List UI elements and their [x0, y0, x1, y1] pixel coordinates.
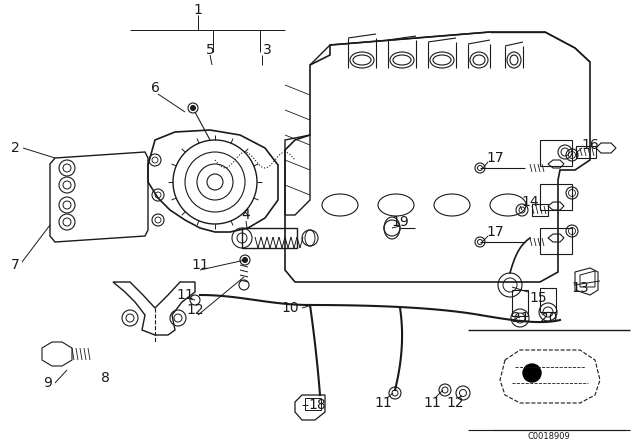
Text: 6: 6	[150, 81, 159, 95]
Bar	[305, 398, 321, 410]
Circle shape	[191, 105, 195, 111]
Bar	[242, 228, 297, 248]
Text: 12: 12	[446, 396, 464, 410]
Bar	[540, 140, 572, 166]
Text: 10: 10	[281, 301, 299, 315]
Text: 21: 21	[512, 311, 530, 325]
Text: 13: 13	[571, 281, 589, 295]
Text: 14: 14	[521, 195, 539, 209]
Text: 4: 4	[242, 208, 250, 222]
Text: 11: 11	[191, 258, 209, 272]
Text: 1: 1	[193, 3, 202, 17]
Text: 3: 3	[262, 43, 271, 57]
Text: 17: 17	[486, 151, 504, 165]
Circle shape	[243, 258, 248, 263]
Bar	[540, 228, 572, 254]
Text: 17: 17	[486, 225, 504, 239]
Text: 15: 15	[529, 291, 547, 305]
Text: 16: 16	[581, 138, 599, 152]
Text: 11: 11	[374, 396, 392, 410]
Text: 12: 12	[186, 303, 204, 317]
Bar	[576, 146, 596, 158]
Text: 5: 5	[205, 43, 214, 57]
Text: C0018909: C0018909	[527, 431, 570, 440]
Circle shape	[523, 364, 541, 382]
Text: 8: 8	[100, 371, 109, 385]
Bar	[532, 204, 548, 216]
Text: 11: 11	[176, 288, 194, 302]
Text: 20: 20	[540, 311, 557, 325]
Bar	[540, 288, 556, 312]
Text: 9: 9	[44, 376, 52, 390]
Text: 18: 18	[308, 398, 326, 412]
Text: 7: 7	[11, 258, 19, 272]
Bar	[512, 290, 528, 316]
Text: 2: 2	[11, 141, 19, 155]
Text: 19: 19	[391, 215, 409, 229]
Text: 11: 11	[423, 396, 441, 410]
Bar	[540, 184, 572, 210]
